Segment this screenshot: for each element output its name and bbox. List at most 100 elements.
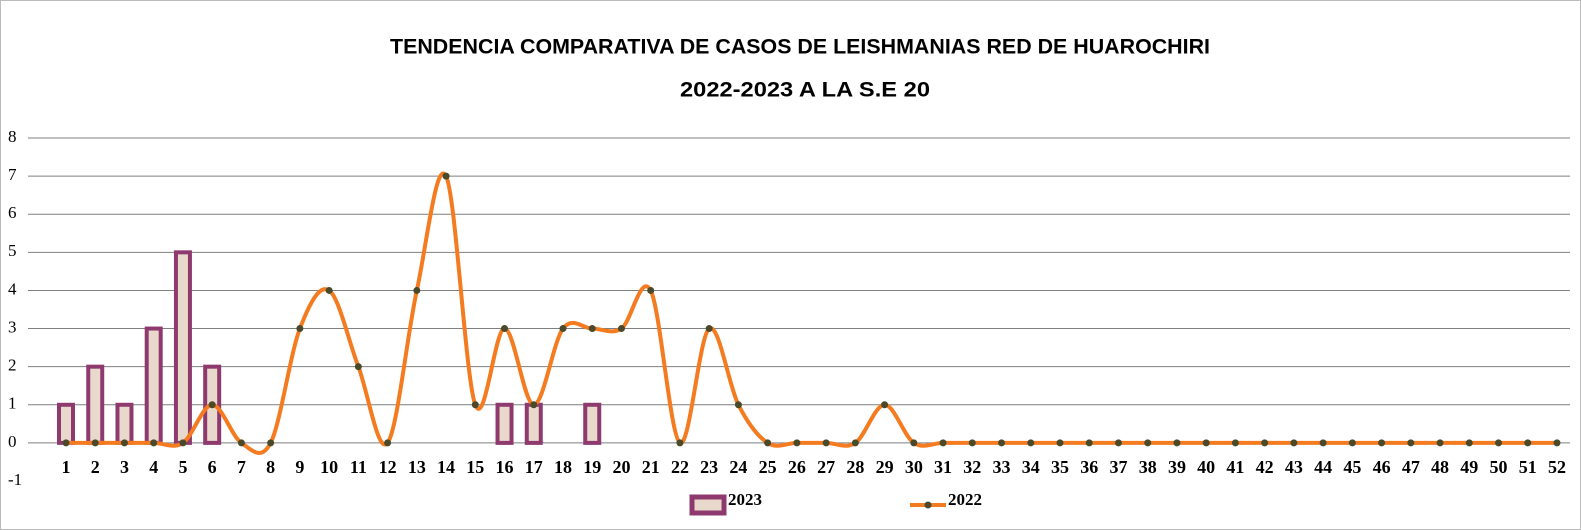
line-marker — [998, 439, 1006, 447]
bar — [524, 402, 543, 445]
x-tick-label: 46 — [1373, 457, 1391, 477]
x-tick-label: 10 — [320, 457, 338, 477]
line-marker — [384, 439, 392, 447]
x-tick-label: 28 — [846, 457, 864, 477]
x-tick-label: 4 — [149, 457, 158, 477]
line-marker — [1319, 439, 1327, 447]
bar — [173, 250, 192, 445]
line-marker — [1231, 439, 1239, 447]
x-tick-label: 50 — [1490, 457, 1508, 477]
line-marker — [179, 439, 187, 447]
x-tick-label: 1 — [62, 457, 71, 477]
legend-swatch — [689, 494, 727, 516]
line-marker — [501, 325, 509, 333]
y-tick-label: 4 — [8, 279, 17, 298]
line-marker — [150, 439, 158, 447]
legend-label: 2022 — [948, 490, 982, 509]
x-tick-label: 26 — [788, 457, 806, 477]
x-tick-label: 49 — [1460, 457, 1478, 477]
line-marker — [1348, 439, 1356, 447]
line-marker — [1085, 439, 1093, 447]
line-marker — [793, 439, 801, 447]
legend-marker — [924, 501, 932, 509]
x-tick-label: 22 — [671, 457, 689, 477]
x-tick-label: 36 — [1080, 457, 1098, 477]
bar — [583, 402, 602, 445]
x-tick-label: 33 — [993, 457, 1011, 477]
line-marker — [1290, 439, 1298, 447]
x-tick-label: 24 — [729, 457, 747, 477]
line-marker — [968, 439, 976, 447]
x-tick-label: 44 — [1314, 457, 1332, 477]
line-marker — [62, 439, 70, 447]
line-marker — [267, 439, 275, 447]
line-marker — [1144, 439, 1152, 447]
line-marker — [442, 172, 450, 180]
line-marker — [120, 439, 128, 447]
chart-title: TENDENCIA COMPARATIVA DE CASOS DE LEISHM… — [390, 36, 1210, 59]
line-marker — [237, 439, 245, 447]
line-marker — [1407, 439, 1415, 447]
line-marker — [208, 401, 216, 409]
x-tick-label: 19 — [583, 457, 601, 477]
x-tick-label: 48 — [1431, 457, 1449, 477]
line-marker — [676, 439, 684, 447]
x-tick-label: 9 — [295, 457, 304, 477]
x-tick-label: 27 — [817, 457, 835, 477]
bar — [495, 402, 514, 445]
x-tick-label: 41 — [1226, 457, 1244, 477]
y-tick-label: -1 — [8, 470, 22, 489]
x-tick-label: 23 — [700, 457, 718, 477]
x-tick-label: 39 — [1168, 457, 1186, 477]
line-marker — [617, 325, 625, 333]
x-tick-label: 2 — [91, 457, 100, 477]
line-marker — [559, 325, 567, 333]
line-marker — [705, 325, 713, 333]
bar — [144, 326, 163, 445]
x-tick-label: 14 — [437, 457, 455, 477]
line-marker — [354, 363, 362, 371]
line-marker — [1436, 439, 1444, 447]
x-tick-label: 15 — [466, 457, 484, 477]
x-tick-label: 20 — [612, 457, 630, 477]
bar — [115, 402, 134, 445]
x-tick-label: 18 — [554, 457, 572, 477]
x-tick-label: 12 — [379, 457, 397, 477]
line-marker — [647, 286, 655, 294]
line-marker — [471, 401, 479, 409]
x-tick-label: 51 — [1519, 457, 1537, 477]
line-marker — [734, 401, 742, 409]
line-marker — [910, 439, 918, 447]
line-marker — [91, 439, 99, 447]
line-marker — [1524, 439, 1532, 447]
x-tick-label: 40 — [1197, 457, 1215, 477]
x-tick-label: 52 — [1548, 457, 1566, 477]
y-tick-label: 8 — [8, 127, 17, 146]
line-marker — [1495, 439, 1503, 447]
x-tick-label: 16 — [496, 457, 514, 477]
x-tick-label: 35 — [1051, 457, 1069, 477]
line-marker — [822, 439, 830, 447]
x-tick-label: 11 — [350, 457, 367, 477]
y-tick-label: 1 — [8, 394, 17, 413]
line-marker — [325, 286, 333, 294]
line-marker — [1173, 439, 1181, 447]
bar — [57, 402, 75, 445]
line-marker — [588, 325, 596, 333]
x-tick-label: 6 — [208, 457, 217, 477]
x-tick-label: 34 — [1022, 457, 1040, 477]
line-marker — [851, 439, 859, 447]
x-tick-label: 29 — [876, 457, 894, 477]
x-tick-label: 31 — [934, 457, 952, 477]
x-tick-label: 30 — [905, 457, 923, 477]
x-tick-label: 7 — [237, 457, 246, 477]
y-tick-label: 3 — [8, 317, 17, 336]
line-marker — [530, 401, 538, 409]
line-marker — [1202, 439, 1210, 447]
line-marker — [1027, 439, 1035, 447]
line-marker — [1553, 439, 1561, 447]
line-marker — [413, 286, 421, 294]
line-marker — [296, 325, 304, 333]
